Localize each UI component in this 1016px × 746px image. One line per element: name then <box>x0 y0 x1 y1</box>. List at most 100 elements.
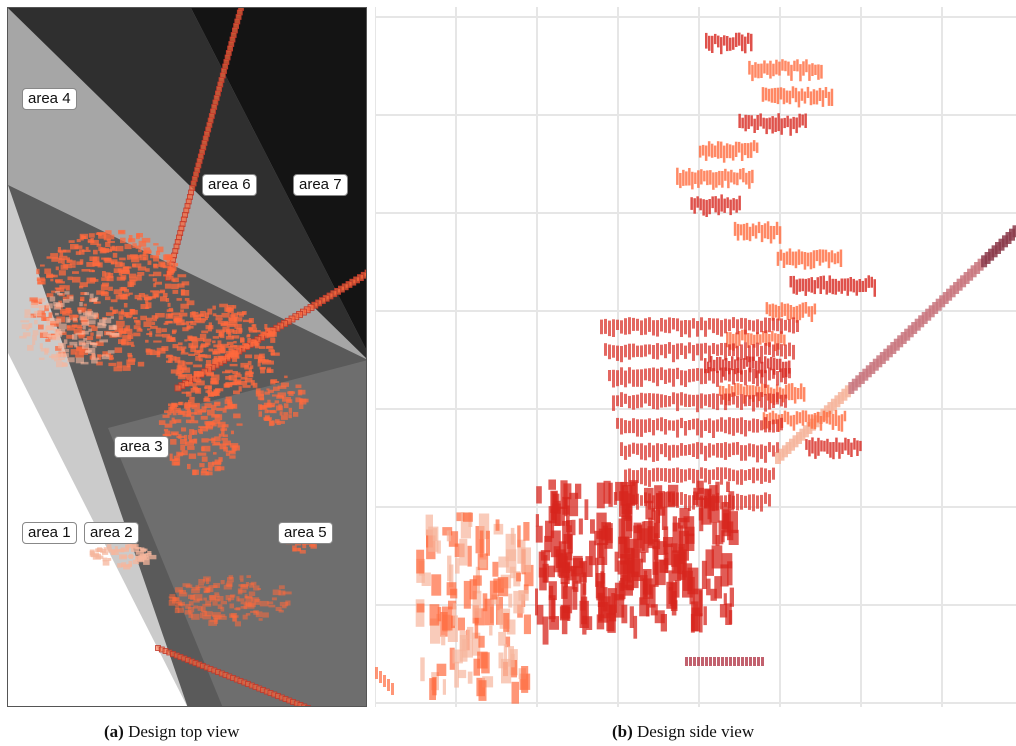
design-element-mark <box>129 276 138 282</box>
design-element-mark <box>170 439 177 445</box>
design-element-mark <box>732 333 735 351</box>
design-element-mark <box>81 269 91 272</box>
design-element-mark <box>789 415 793 427</box>
design-element-mark <box>748 494 751 510</box>
design-element-mark <box>84 292 90 296</box>
design-element-mark <box>949 285 956 298</box>
design-element-mark <box>171 283 179 290</box>
design-element-mark <box>180 352 189 355</box>
design-element-mark <box>59 285 66 289</box>
design-element-mark <box>293 412 299 417</box>
design-element-mark <box>271 597 277 601</box>
design-element-mark <box>624 344 627 358</box>
design-element-mark <box>188 404 198 407</box>
design-element-mark <box>748 420 751 432</box>
design-element-mark <box>740 143 744 161</box>
design-element-mark <box>698 145 702 158</box>
design-element-mark <box>575 573 582 584</box>
design-element-mark <box>221 425 225 431</box>
design-element-mark <box>738 195 741 211</box>
design-element-mark <box>213 441 220 445</box>
design-element-mark <box>791 251 795 266</box>
design-element-mark <box>620 346 623 363</box>
design-element-mark <box>967 268 974 281</box>
design-element-mark <box>689 657 692 666</box>
design-element-mark <box>696 442 699 459</box>
design-element-mark <box>261 361 268 365</box>
design-element-mark <box>240 606 246 609</box>
area-label-4: area 4 <box>22 88 77 110</box>
design-element-mark <box>758 356 761 374</box>
design-element-mark <box>190 346 197 352</box>
design-element-mark <box>229 443 239 448</box>
design-element-mark <box>260 331 267 336</box>
design-element-mark <box>58 300 63 305</box>
design-element-mark <box>36 268 40 275</box>
design-element-mark <box>648 393 651 406</box>
design-element-mark <box>717 198 720 216</box>
design-element-mark <box>124 328 133 334</box>
design-element-mark <box>37 297 46 303</box>
design-element-mark <box>180 444 186 451</box>
design-element-mark <box>664 369 667 384</box>
design-element-mark <box>270 352 280 356</box>
design-element-mark <box>567 607 571 621</box>
design-element-mark <box>649 584 656 608</box>
design-element-mark <box>190 594 196 600</box>
design-element-mark <box>467 545 472 567</box>
design-element-mark <box>232 329 237 334</box>
design-element-mark <box>784 368 787 384</box>
design-element-mark <box>106 544 112 548</box>
design-element-mark <box>780 417 783 431</box>
design-element-mark <box>752 356 755 369</box>
design-element-mark <box>501 658 512 684</box>
design-element-mark <box>79 249 85 255</box>
design-element-mark <box>779 249 783 261</box>
design-element-mark <box>608 344 611 360</box>
design-element-mark <box>129 553 133 559</box>
design-element-mark <box>722 509 731 537</box>
design-element-mark <box>974 262 981 274</box>
design-element-mark <box>272 394 280 397</box>
design-element-mark <box>720 417 723 432</box>
design-element-mark <box>711 196 714 209</box>
design-element-mark <box>538 551 546 578</box>
design-element-mark <box>712 368 715 384</box>
design-element-mark <box>176 368 181 375</box>
design-element-mark <box>88 314 97 320</box>
design-element-mark <box>207 385 212 391</box>
design-element-mark <box>776 251 780 266</box>
design-element-mark <box>825 412 829 424</box>
design-element-mark <box>769 387 773 404</box>
design-element-mark <box>463 512 473 522</box>
design-element-mark <box>666 491 675 508</box>
design-element-mark <box>858 279 861 293</box>
design-element-mark <box>799 64 802 82</box>
design-element-mark <box>696 394 699 413</box>
design-element-mark <box>766 384 770 401</box>
design-element-mark <box>228 317 237 321</box>
design-element-mark <box>186 410 191 417</box>
design-element-mark <box>120 275 127 280</box>
design-element-mark <box>492 561 499 577</box>
design-element-mark <box>72 276 81 283</box>
design-element-mark <box>172 263 179 267</box>
design-element-mark <box>827 402 834 414</box>
design-element-mark <box>850 442 853 457</box>
design-element-mark <box>787 61 790 76</box>
design-element-mark <box>30 313 37 318</box>
design-element-mark <box>995 242 1001 254</box>
design-element-mark <box>54 287 62 290</box>
design-element-mark <box>81 321 90 326</box>
design-element-mark <box>876 355 883 368</box>
design-element-mark <box>222 407 227 413</box>
design-element-mark <box>733 221 737 236</box>
design-element-mark <box>789 276 792 288</box>
design-element-mark <box>177 374 186 380</box>
design-element-mark <box>65 307 72 311</box>
design-element-mark <box>691 171 694 190</box>
design-element-mark <box>295 397 301 403</box>
design-element-mark <box>744 318 747 335</box>
design-element-mark <box>118 293 127 297</box>
design-element-mark <box>914 318 921 331</box>
